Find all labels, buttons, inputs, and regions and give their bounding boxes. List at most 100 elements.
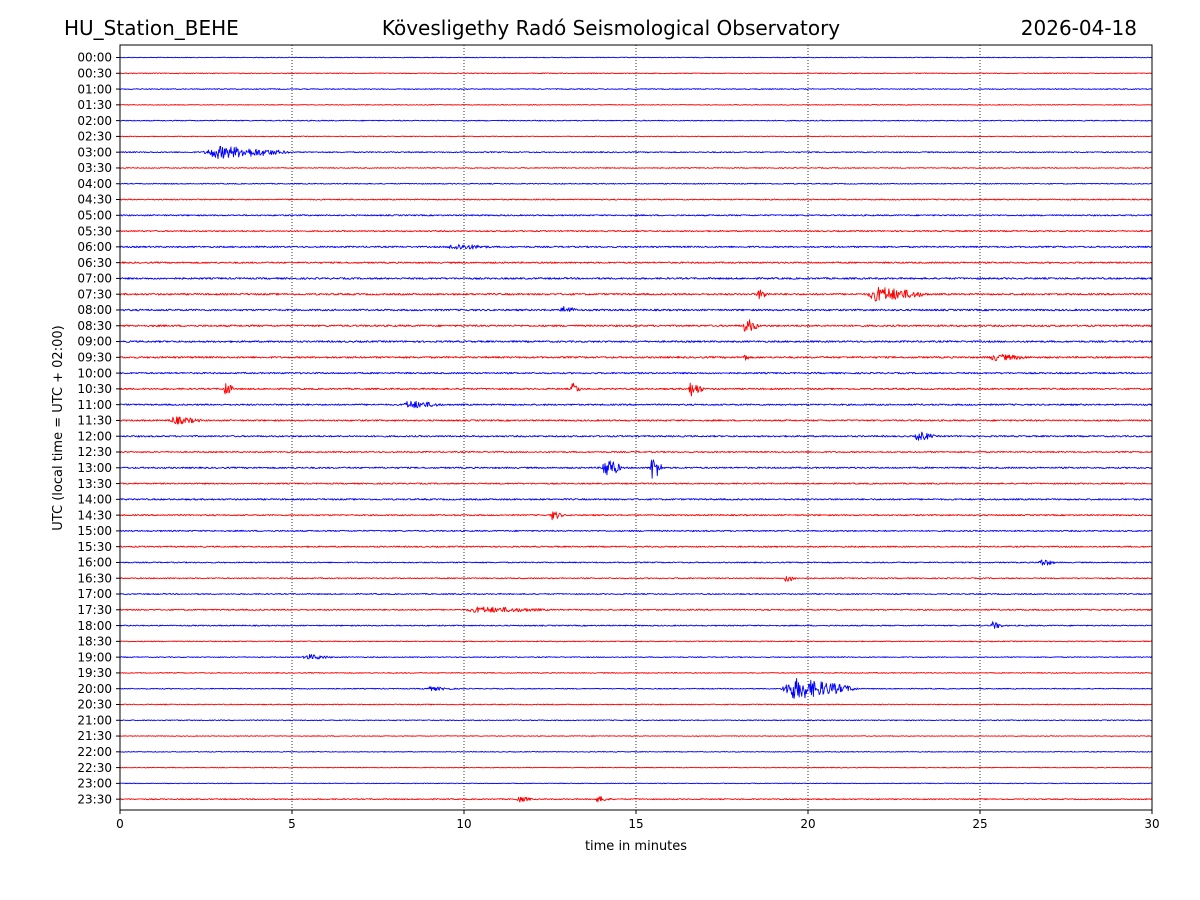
y-tick-label: 09:00 bbox=[77, 335, 112, 349]
y-tick-label: 22:00 bbox=[77, 745, 112, 759]
y-tick-label: 03:30 bbox=[77, 161, 112, 175]
trace-1300 bbox=[119, 459, 1153, 479]
trace-1500 bbox=[119, 529, 1153, 532]
y-tick-label: 22:30 bbox=[77, 761, 112, 775]
trace-1200 bbox=[119, 431, 1153, 441]
trace-2230 bbox=[119, 766, 1153, 769]
trace-0100 bbox=[119, 88, 1153, 90]
y-tick-label: 09:30 bbox=[77, 351, 112, 365]
x-tick-label: 15 bbox=[628, 817, 643, 831]
trace-0830 bbox=[119, 319, 1153, 332]
trace-0000 bbox=[119, 56, 1153, 59]
y-tick-label: 10:30 bbox=[77, 382, 112, 396]
y-tick-label: 04:30 bbox=[77, 193, 112, 207]
y-tick-label: 18:00 bbox=[77, 619, 112, 633]
y-tick-label: 01:30 bbox=[77, 98, 112, 112]
y-tick-label: 11:30 bbox=[77, 414, 112, 428]
date-title: 2026-04-18 bbox=[1021, 16, 1137, 40]
trace-1630 bbox=[119, 575, 1153, 582]
x-tick-label: 25 bbox=[972, 817, 987, 831]
x-tick-label: 30 bbox=[1144, 817, 1159, 831]
y-tick-label: 12:00 bbox=[77, 429, 112, 443]
y-tick-label: 01:00 bbox=[77, 82, 112, 96]
y-tick-label: 03:00 bbox=[77, 145, 112, 159]
y-tick-label: 13:30 bbox=[77, 477, 112, 491]
trace-0030 bbox=[119, 72, 1153, 75]
trace-1930 bbox=[119, 672, 1153, 674]
trace-lines bbox=[119, 56, 1153, 803]
trace-1000 bbox=[119, 371, 1153, 375]
y-tick-label: 10:00 bbox=[77, 366, 112, 380]
trace-0330 bbox=[119, 167, 1153, 169]
trace-1100 bbox=[119, 400, 1153, 409]
x-tick-label: 5 bbox=[288, 817, 296, 831]
y-tick-label: 15:00 bbox=[77, 524, 112, 538]
x-tick-label: 20 bbox=[800, 817, 815, 831]
trace-0300 bbox=[119, 145, 1153, 160]
y-tick-label: 11:00 bbox=[77, 398, 112, 412]
trace-1900 bbox=[119, 654, 1153, 660]
trace-1600 bbox=[119, 559, 1153, 566]
trace-0130 bbox=[119, 104, 1153, 106]
trace-0200 bbox=[119, 119, 1153, 122]
trace-0630 bbox=[119, 261, 1153, 264]
trace-0430 bbox=[119, 198, 1153, 201]
x-tick-label: 0 bbox=[116, 817, 124, 831]
y-tick-label: 14:30 bbox=[77, 508, 112, 522]
y-tick-label: 15:30 bbox=[77, 540, 112, 554]
trace-1030 bbox=[119, 382, 1153, 397]
y-tick-label: 04:00 bbox=[77, 177, 112, 191]
trace-0930 bbox=[119, 353, 1153, 361]
trace-0400 bbox=[119, 182, 1153, 185]
trace-1400 bbox=[119, 498, 1153, 501]
y-tick-label: 07:30 bbox=[77, 287, 112, 301]
y-tick-label: 02:30 bbox=[77, 130, 112, 144]
y-tick-label: 06:30 bbox=[77, 256, 112, 270]
y-tick-label: 17:00 bbox=[77, 587, 112, 601]
y-axis-label: UTC (local time = UTC + 02:00) bbox=[51, 325, 66, 530]
trace-0530 bbox=[119, 229, 1153, 233]
trace-1130 bbox=[119, 416, 1153, 425]
y-tick-label: 02:00 bbox=[77, 114, 112, 128]
trace-0800 bbox=[119, 305, 1153, 312]
y-tick-label: 05:00 bbox=[77, 209, 112, 223]
x-axis-label: time in minutes bbox=[585, 839, 687, 854]
trace-0730 bbox=[119, 286, 1153, 302]
trace-2200 bbox=[119, 751, 1153, 753]
y-tick-label: 14:00 bbox=[77, 493, 112, 507]
y-tick-label: 08:00 bbox=[77, 303, 112, 317]
trace-2100 bbox=[119, 719, 1153, 722]
y-tick-label: 23:30 bbox=[77, 792, 112, 806]
station-title: HU_Station_BEHE bbox=[64, 16, 239, 40]
trace-2130 bbox=[119, 735, 1153, 737]
y-tick-label: 12:30 bbox=[77, 445, 112, 459]
y-tick-label: 18:30 bbox=[77, 635, 112, 649]
y-tick-label: 08:30 bbox=[77, 319, 112, 333]
y-tick-label: 21:00 bbox=[77, 713, 112, 727]
y-tick-label: 07:00 bbox=[77, 272, 112, 286]
trace-1700 bbox=[119, 593, 1153, 596]
y-tick-label: 19:00 bbox=[77, 650, 112, 664]
trace-1730 bbox=[119, 606, 1153, 613]
y-tick-label: 20:00 bbox=[77, 682, 112, 696]
y-tick-label: 17:30 bbox=[77, 603, 112, 617]
y-tick-label: 00:30 bbox=[77, 66, 112, 80]
y-tick-label: 06:00 bbox=[77, 240, 112, 254]
trace-2030 bbox=[119, 703, 1153, 706]
y-tick-label: 00:00 bbox=[77, 51, 112, 65]
trace-1800 bbox=[119, 621, 1153, 629]
trace-0600 bbox=[119, 244, 1153, 250]
trace-1330 bbox=[119, 482, 1153, 485]
x-tick-label: 10 bbox=[456, 817, 471, 831]
trace-1430 bbox=[119, 511, 1153, 521]
y-tick-label: 16:30 bbox=[77, 571, 112, 585]
y-tick-label: 20:30 bbox=[77, 698, 112, 712]
y-tick-label: 13:00 bbox=[77, 461, 112, 475]
y-tick-label: 05:30 bbox=[77, 224, 112, 238]
trace-2000 bbox=[119, 678, 1153, 699]
y-tick-label: 21:30 bbox=[77, 729, 112, 743]
trace-0700 bbox=[119, 277, 1153, 280]
grid-lines bbox=[291, 45, 981, 810]
